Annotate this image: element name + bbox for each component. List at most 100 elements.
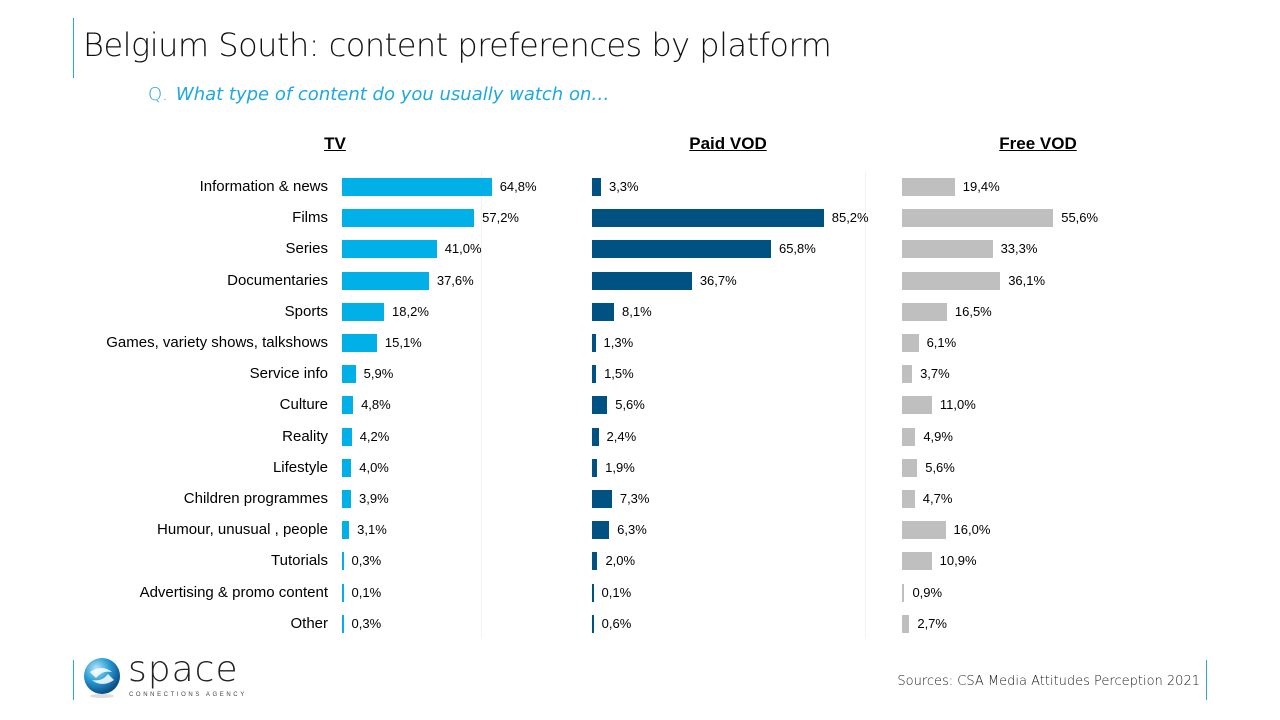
data-label: 0,3% bbox=[351, 553, 382, 569]
data-label: 5,6% bbox=[615, 397, 645, 413]
data-label: 33,3% bbox=[1000, 241, 1038, 257]
logo-subtitle: CONNECTIONS AGENCY bbox=[129, 692, 247, 698]
category-label: Humour, unusual , people bbox=[157, 521, 328, 539]
category-label: Information & news bbox=[199, 178, 328, 195]
bar bbox=[902, 427, 916, 446]
logo-word: space bbox=[128, 649, 239, 690]
bar bbox=[342, 458, 352, 477]
bar bbox=[342, 396, 354, 415]
bar bbox=[342, 209, 475, 228]
bar bbox=[902, 521, 946, 540]
gridline bbox=[481, 172, 482, 638]
data-label: 3,1% bbox=[357, 522, 387, 538]
bar bbox=[592, 427, 599, 446]
category-label: Sports bbox=[284, 302, 328, 320]
bar bbox=[902, 271, 1001, 290]
category-label: Games, variety shows, talkshows bbox=[106, 334, 328, 351]
data-label: 85,2% bbox=[831, 210, 869, 226]
category-label: Reality bbox=[282, 427, 328, 445]
category-label: Other bbox=[290, 614, 328, 632]
data-label: 5,9% bbox=[363, 366, 394, 382]
data-label: 0,9% bbox=[912, 584, 943, 600]
bar bbox=[592, 271, 692, 290]
bar bbox=[902, 209, 1054, 228]
gridline bbox=[865, 172, 866, 638]
bar bbox=[592, 302, 615, 321]
category-label: Lifestyle bbox=[272, 458, 328, 476]
data-label: 1,5% bbox=[604, 366, 634, 382]
title-accent-line bbox=[73, 18, 74, 78]
data-label: 18,2% bbox=[392, 303, 429, 319]
bar bbox=[902, 614, 910, 633]
data-label: 65,8% bbox=[778, 241, 816, 257]
bar bbox=[902, 365, 913, 384]
bar bbox=[342, 427, 352, 446]
data-label: 3,3% bbox=[608, 179, 639, 194]
source-note: Sources: CSA Media Attitudes Perception … bbox=[897, 674, 1200, 689]
data-label: 0,1% bbox=[351, 584, 382, 600]
bar bbox=[592, 521, 610, 540]
space-logo: space CONNECTIONS AGENCY bbox=[82, 652, 244, 700]
data-label: 3,9% bbox=[359, 491, 389, 506]
series-header-paid-vod: Paid VOD bbox=[689, 134, 767, 153]
data-label: 2,0% bbox=[605, 553, 636, 569]
bar bbox=[342, 365, 356, 384]
bar bbox=[342, 302, 385, 321]
data-label: 19,4% bbox=[962, 179, 1000, 194]
data-label: 4,7% bbox=[922, 491, 953, 506]
data-label: 0,1% bbox=[601, 584, 632, 600]
data-label: 4,0% bbox=[359, 459, 389, 475]
bar bbox=[592, 614, 594, 633]
data-label: 16,0% bbox=[953, 522, 991, 538]
data-label: 5,6% bbox=[925, 459, 955, 475]
data-label: 3,7% bbox=[920, 366, 950, 382]
bar bbox=[592, 458, 598, 477]
series-header-free-vod: Free VOD bbox=[999, 134, 1077, 153]
data-label: 8,1% bbox=[622, 303, 652, 319]
data-label: 16,5% bbox=[954, 303, 992, 319]
bar bbox=[902, 302, 947, 321]
category-label: Advertising & promo content bbox=[139, 583, 328, 601]
data-label: 2,7% bbox=[917, 615, 947, 631]
bar bbox=[342, 552, 344, 571]
data-label: 1,3% bbox=[603, 335, 634, 350]
bar bbox=[592, 583, 594, 602]
category-label: Children programmes bbox=[183, 490, 328, 507]
data-label: 15,1% bbox=[384, 335, 422, 350]
data-label: 57,2% bbox=[482, 210, 519, 226]
bar bbox=[902, 552, 932, 571]
bar bbox=[342, 521, 350, 540]
bar bbox=[592, 490, 612, 508]
data-label: 4,2% bbox=[359, 428, 390, 444]
bar bbox=[592, 178, 601, 196]
data-label: 0,6% bbox=[601, 615, 632, 631]
data-label: 37,6% bbox=[436, 272, 474, 288]
data-label: 11,0% bbox=[939, 397, 976, 413]
category-label: Films bbox=[292, 209, 328, 227]
data-label: 4,9% bbox=[923, 428, 953, 444]
data-label: 55,6% bbox=[1061, 210, 1099, 226]
bar bbox=[902, 396, 932, 415]
page-title: Belgium South: content preferences by pl… bbox=[83, 26, 832, 64]
logo-accent-line bbox=[73, 660, 74, 700]
bar bbox=[902, 240, 993, 259]
data-label: 1,9% bbox=[605, 459, 635, 475]
question: Q. What type of content do you usually wa… bbox=[148, 84, 609, 106]
bar bbox=[342, 271, 429, 290]
bar bbox=[592, 240, 771, 259]
bar bbox=[592, 365, 597, 384]
data-label: 4,8% bbox=[361, 397, 391, 413]
data-label: 6,1% bbox=[926, 335, 957, 350]
bar bbox=[342, 614, 344, 633]
bar bbox=[902, 583, 905, 602]
source-accent-line bbox=[1206, 660, 1207, 700]
bar bbox=[342, 490, 351, 508]
question-text: What type of content do you usually watc… bbox=[175, 84, 610, 105]
category-label: Tutorials bbox=[271, 552, 328, 570]
bar bbox=[902, 490, 915, 508]
category-label: Documentaries bbox=[227, 271, 328, 289]
data-label: 64,8% bbox=[499, 179, 537, 194]
series-header-tv: TV bbox=[324, 134, 346, 153]
bar bbox=[592, 334, 596, 352]
